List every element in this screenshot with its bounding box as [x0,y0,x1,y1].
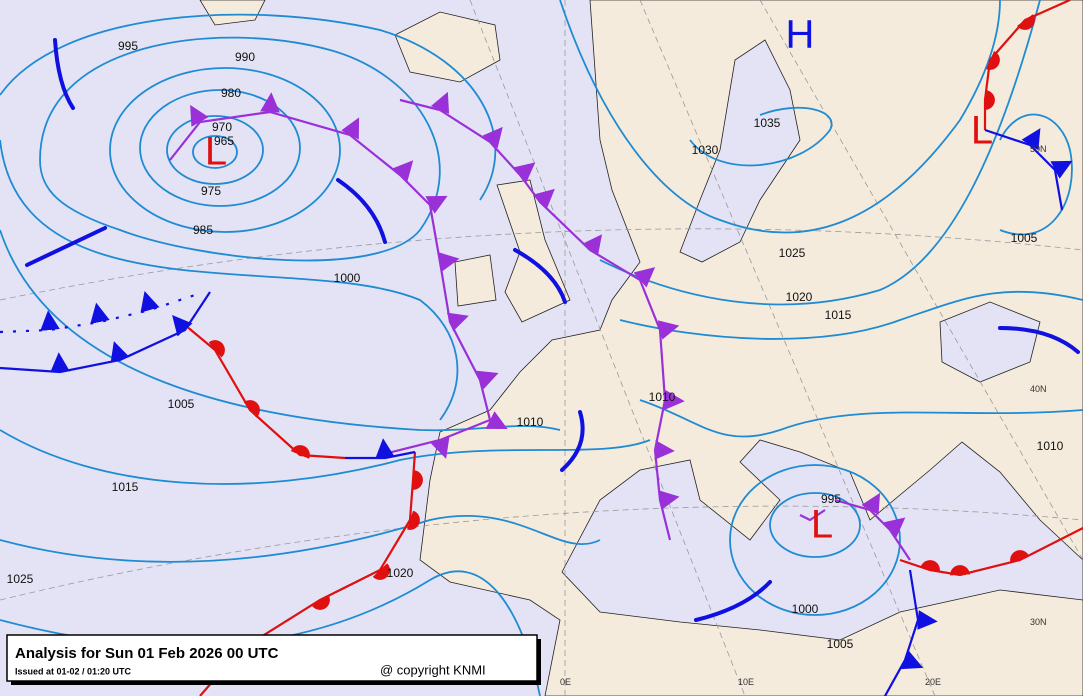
grid-label: 50N [1030,144,1047,154]
isobar-label: 1020 [786,290,813,304]
caption-box: Analysis for Sun 01 Feb 2026 00 UTC Issu… [6,634,541,685]
issued: Issued at 01-02 / 01:20 UTC [15,666,132,676]
isobar-label: 1005 [827,637,854,651]
pressure-centers: H L L L [205,13,993,547]
inland-seas [561,39,1083,641]
low-center: L [205,130,227,174]
title: Analysis for Sun 01 Feb 2026 00 UTC [15,645,279,662]
low-center: L [971,109,993,153]
isobar-label: 995 [118,39,138,53]
isobar-labels: 995 990 980 970 965 975 985 1000 1005 10… [7,39,1064,651]
isobar-label: 1000 [792,602,819,616]
copyright: @ copyright KNMI [380,662,486,677]
grid-label: 30N [1030,617,1047,627]
isobar-label: 965 [214,134,234,148]
isobar-label: 1010 [1037,439,1064,453]
grid-label: 0E [560,677,571,687]
isobar-label: 985 [193,223,213,237]
isobar-label: 1005 [168,397,195,411]
low-center: L [811,503,833,547]
grid-label: 20E [925,677,941,687]
isobar-label: 1010 [649,390,676,404]
isobar-label: 1035 [754,116,781,130]
isobar-label: 1000 [334,271,361,285]
isobar-label: 980 [221,86,241,100]
isobar-label: 990 [235,50,255,64]
isobar-label: 1010 [517,415,544,429]
isobar-label: 970 [212,120,232,134]
isobar-label: 1025 [779,246,806,260]
isobar-label: 975 [201,184,221,198]
grid-label: 10E [738,677,754,687]
isobar-label: 1020 [387,566,414,580]
isobar-label: 1015 [825,308,852,322]
isobar-label: 1005 [1011,231,1038,245]
isobar-label: 1015 [112,480,139,494]
grid-labels: 0E 10E 20E 30N 40N 50N [560,144,1047,687]
isobar-label: 1030 [692,143,719,157]
grid-label: 40N [1030,384,1047,394]
isobar-label: 995 [821,492,841,506]
isobar-label: 1025 [7,572,34,586]
high-center: H [786,13,815,57]
